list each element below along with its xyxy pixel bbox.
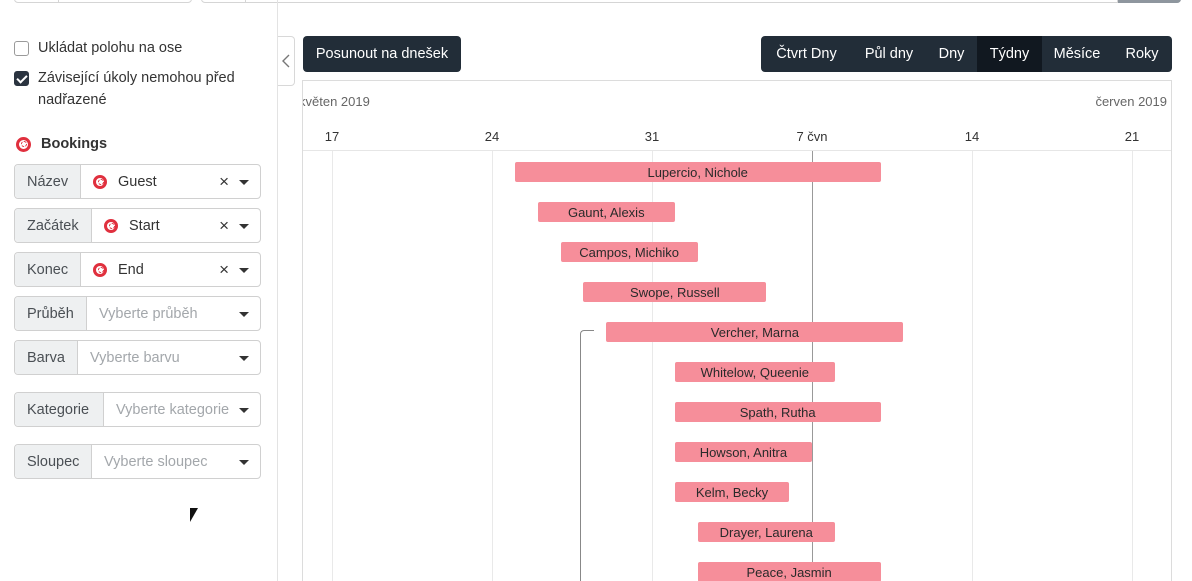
scale-weeks-button[interactable]: Týdny bbox=[977, 36, 1042, 72]
booking-bar[interactable]: Peace, Jasmin bbox=[697, 562, 881, 581]
option-label-line-1: Závisející úkoly nemohou před bbox=[38, 70, 235, 86]
booking-bar[interactable]: Gaunt, Alexis bbox=[537, 202, 675, 222]
field-color: Barva Vyberte barvu bbox=[14, 340, 261, 375]
select-placeholder: Vyberte kategorie bbox=[116, 401, 230, 418]
category-select[interactable]: Vyberte kategorie bbox=[104, 393, 260, 426]
top-select-divider bbox=[58, 0, 59, 3]
week-tick-label: 17 bbox=[324, 129, 340, 144]
option-dependent-tasks[interactable]: Závisející úkoly nemohou před nadřazené bbox=[14, 67, 235, 111]
booking-bar[interactable]: Drayer, Laurena bbox=[697, 522, 835, 542]
week-gridline bbox=[652, 151, 653, 581]
section-title-text: Bookings bbox=[41, 136, 108, 152]
option-label-line-2: nadřazené bbox=[38, 92, 107, 108]
scale-months-button[interactable]: Měsíce bbox=[1053, 46, 1101, 62]
month-label-may: květen 2019 bbox=[302, 94, 370, 109]
caret-down-icon[interactable] bbox=[239, 460, 249, 465]
caret-down-icon[interactable] bbox=[239, 180, 249, 185]
checkbox-dependent-tasks[interactable] bbox=[14, 71, 29, 86]
option-label: Ukládat polohu na ose bbox=[38, 40, 183, 56]
week-tick-label: 31 bbox=[644, 129, 660, 144]
select-placeholder: Vyberte sloupec bbox=[104, 453, 208, 470]
color-select[interactable]: Vyberte barvu bbox=[78, 341, 260, 374]
field-label: Průběh bbox=[15, 297, 87, 330]
booking-bar[interactable]: Campos, Michiko bbox=[560, 242, 698, 262]
field-progress: Průběh Vyberte průběh bbox=[14, 296, 261, 331]
field-label: Konec bbox=[15, 253, 81, 286]
start-select[interactable]: Start × bbox=[92, 209, 260, 242]
soccer-ball-icon bbox=[93, 174, 107, 189]
field-label: Název bbox=[15, 165, 81, 198]
field-end: Konec End × bbox=[14, 252, 261, 287]
caret-down-icon[interactable] bbox=[239, 268, 249, 273]
soccer-ball-icon bbox=[93, 262, 107, 277]
top-search-divider-right bbox=[1117, 0, 1118, 3]
field-name: Název Guest × bbox=[14, 164, 261, 199]
close-icon[interactable]: × bbox=[219, 172, 229, 191]
week-gridline bbox=[1132, 151, 1133, 581]
field-column: Sloupec Vyberte sloupec bbox=[14, 444, 261, 479]
week-tick-label: 7 čvn bbox=[796, 129, 828, 144]
column-select[interactable]: Vyberte sloupec bbox=[92, 445, 260, 478]
top-search-divider bbox=[245, 0, 246, 3]
option-label: Závisející úkoly nemohou před nadřazené bbox=[38, 67, 235, 111]
week-gridline bbox=[972, 151, 973, 581]
field-category: Kategorie Vyberte kategorie bbox=[14, 392, 261, 427]
option-save-timeline-position[interactable]: Ukládat polohu na ose bbox=[14, 37, 182, 59]
top-search-remnant[interactable] bbox=[201, 0, 1181, 3]
week-gridline bbox=[332, 151, 333, 581]
booking-bar[interactable]: Swope, Russell bbox=[583, 282, 767, 302]
chevron-left-icon bbox=[282, 54, 290, 68]
checkbox-save-position[interactable] bbox=[14, 41, 29, 56]
name-select[interactable]: Guest × bbox=[81, 165, 260, 198]
week-tick-label: 21 bbox=[1124, 129, 1140, 144]
booking-bar[interactable]: Whitelow, Queenie bbox=[674, 362, 835, 382]
scale-half-days-button[interactable]: Půl dny bbox=[864, 46, 914, 62]
caret-down-icon[interactable] bbox=[239, 312, 249, 317]
caret-down-icon[interactable] bbox=[239, 224, 249, 229]
bookings-section-title: Bookings bbox=[16, 136, 107, 152]
dependency-connector bbox=[580, 330, 594, 581]
scroll-to-today-button[interactable]: Posunout na dnešek bbox=[303, 36, 461, 72]
settings-sidebar: Ukládat polohu na ose Závisející úkoly n… bbox=[0, 0, 278, 581]
field-label: Začátek bbox=[15, 209, 92, 242]
scale-days-button[interactable]: Dny bbox=[938, 46, 965, 62]
field-label: Sloupec bbox=[15, 445, 92, 478]
end-select[interactable]: End × bbox=[81, 253, 260, 286]
caret-down-icon[interactable] bbox=[239, 408, 249, 413]
month-label-june: červen 2019 bbox=[1095, 94, 1167, 109]
time-scale-switcher: Čtvrt Dny Půl dny Dny Týdny Měsíce Roky bbox=[761, 36, 1172, 72]
booking-bar[interactable]: Lupercio, Nichole bbox=[514, 162, 881, 182]
week-tick-label: 14 bbox=[964, 129, 980, 144]
close-icon[interactable]: × bbox=[219, 260, 229, 279]
week-tick-label: 24 bbox=[484, 129, 500, 144]
close-icon[interactable]: × bbox=[219, 216, 229, 235]
booking-bar[interactable]: Spath, Rutha bbox=[674, 402, 881, 422]
soccer-ball-icon bbox=[104, 218, 118, 233]
field-label: Kategorie bbox=[15, 393, 104, 426]
field-label: Barva bbox=[15, 341, 78, 374]
booking-bar[interactable]: Howson, Anitra bbox=[674, 442, 812, 462]
select-value: Start bbox=[129, 217, 160, 234]
gantt-timeline: květen 2019 červen 2019 17 24 31 7 čvn 14 21 L… bbox=[302, 80, 1172, 581]
booking-bar[interactable]: Vercher, Marna bbox=[606, 322, 904, 342]
week-gridline bbox=[492, 151, 493, 581]
scale-quarter-days-button[interactable]: Čtvrt Dny bbox=[776, 46, 837, 62]
soccer-ball-icon bbox=[16, 136, 31, 152]
caret-down-icon[interactable] bbox=[239, 356, 249, 361]
top-search-button-remnant[interactable] bbox=[1118, 0, 1181, 3]
progress-select[interactable]: Vyberte průběh bbox=[87, 297, 260, 330]
collapse-sidebar-button[interactable] bbox=[278, 36, 295, 86]
booking-bar[interactable]: Kelm, Becky bbox=[674, 482, 790, 502]
top-toolbar-remnant bbox=[0, 0, 1192, 4]
select-placeholder: Vyberte průběh bbox=[99, 305, 198, 322]
timeline-header-divider bbox=[303, 150, 1171, 151]
scale-years-button[interactable]: Roky bbox=[1125, 46, 1159, 62]
select-placeholder: Vyberte barvu bbox=[90, 349, 180, 366]
field-start: Začátek Start × bbox=[14, 208, 261, 243]
select-value: End bbox=[118, 261, 144, 278]
select-value: Guest bbox=[118, 173, 157, 190]
